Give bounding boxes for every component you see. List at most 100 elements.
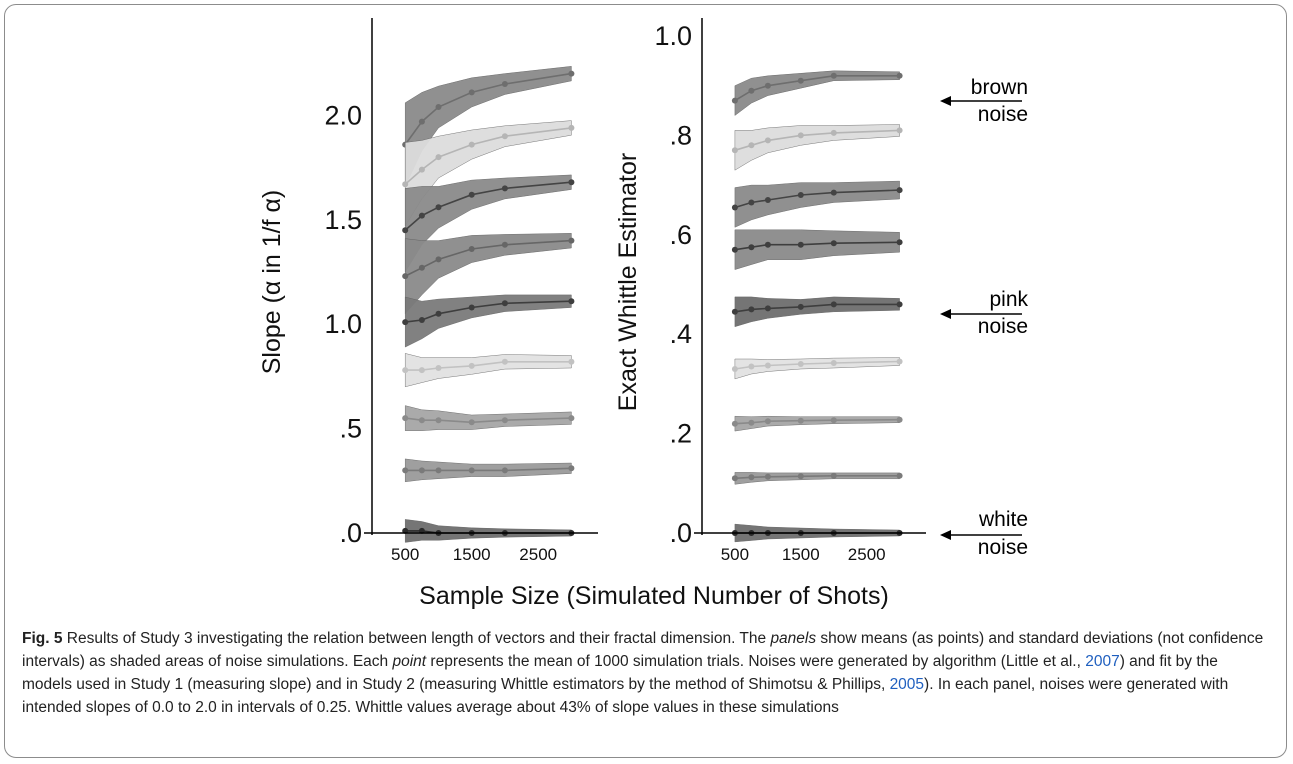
x-tick-label-0: 500: [391, 545, 419, 564]
sd-band-series-4: [734, 296, 900, 327]
y-tick-label-3: .6: [669, 220, 692, 250]
mean-point-series-5-5: [896, 358, 903, 365]
brown-noise-label-1: brown: [971, 76, 1028, 99]
mean-point-series-0-3: [468, 89, 475, 96]
y-tick-label-2: .4: [669, 319, 692, 349]
mean-point-series-4-0: [731, 308, 738, 315]
sd-band-series-5: [405, 353, 572, 388]
mean-point-series-5-0: [731, 366, 738, 372]
y-tick-label-0: .0: [669, 518, 692, 548]
y-tick-label-3: 1.5: [324, 205, 362, 235]
mean-point-series-7-2: [435, 467, 442, 474]
mean-point-series-6-4: [830, 417, 837, 424]
y-tick-label-2: 1.0: [324, 309, 362, 339]
mean-point-series-3-4: [501, 241, 508, 248]
mean-point-series-3-2: [764, 241, 771, 248]
mean-point-series-2-5: [568, 179, 575, 186]
brown-noise-arrowhead: [940, 96, 951, 106]
noise-annotations: brown noise pink noise white noise: [940, 76, 1028, 559]
mean-point-series-4-3: [468, 304, 475, 311]
caption-text-5: ). In each panel, noises were generated …: [22, 676, 1229, 716]
mean-point-series-0-5: [896, 72, 903, 79]
mean-point-series-3-1: [418, 264, 425, 271]
mean-point-series-1-5: [896, 127, 903, 134]
mean-point-series-3-0: [402, 273, 409, 280]
mean-point-series-0-4: [830, 72, 837, 79]
mean-point-series-2-0: [731, 204, 738, 211]
caption-emphasis-point: point: [392, 653, 427, 670]
mean-point-series-0-1: [748, 87, 755, 94]
y-axis-title: Slope (α in 1/f α): [258, 190, 286, 375]
mean-point-series-1-3: [797, 132, 804, 139]
y-tick-label-4: 2.0: [324, 100, 362, 130]
shared-x-axis-title: Sample Size (Simulated Number of Shots): [419, 582, 889, 610]
sd-band-series-6: [734, 415, 900, 432]
mean-point-series-4-1: [748, 306, 755, 313]
mean-point-series-6-4: [501, 417, 508, 424]
mean-point-series-0-5: [568, 70, 575, 77]
mean-point-series-2-2: [764, 197, 771, 203]
caption-text-4: ) and fit by the models used in Study 1 …: [22, 653, 1218, 693]
mean-point-series-4-4: [501, 300, 508, 307]
white-noise-label-1: white: [978, 508, 1028, 531]
mean-point-series-6-3: [797, 417, 804, 424]
mean-point-series-3-0: [731, 246, 738, 253]
mean-point-series-1-0: [402, 181, 409, 188]
mean-point-series-5-3: [797, 361, 804, 367]
sd-band-series-3: [734, 229, 900, 270]
x-tick-label-0: 500: [721, 545, 749, 564]
mean-point-series-2-3: [797, 192, 804, 198]
x-tick-label-1: 1500: [453, 545, 491, 564]
mean-point-series-1-1: [418, 166, 425, 173]
mean-point-series-1-0: [731, 147, 738, 154]
mean-point-series-7-4: [501, 467, 508, 474]
caption-figure-label: Fig. 5: [22, 630, 63, 647]
x-tick-label-1: 1500: [782, 545, 820, 564]
figure-frame: [4, 4, 1287, 758]
caption-reference-link-2007[interactable]: 2007: [1085, 653, 1120, 670]
mean-point-series-7-0: [731, 475, 738, 482]
mean-point-series-6-0: [402, 415, 409, 422]
mean-point-series-2-0: [402, 227, 409, 234]
pink-noise-label-2: noise: [978, 315, 1028, 338]
mean-point-series-5-1: [748, 363, 755, 370]
y-tick-label-0: .0: [339, 518, 362, 548]
mean-point-series-1-4: [501, 133, 508, 140]
mean-point-series-2-2: [435, 204, 442, 211]
mean-point-series-2-3: [468, 191, 475, 198]
white-noise-label-2: noise: [978, 536, 1028, 559]
sd-band-series-6: [405, 405, 572, 431]
mean-point-series-3-2: [435, 256, 442, 263]
mean-point-series-5-0: [402, 367, 409, 374]
caption-text-3: represents the mean of 1000 simulation t…: [426, 653, 1086, 670]
y-tick-label-1: .2: [669, 419, 692, 449]
mean-point-series-3-4: [830, 240, 837, 247]
mean-point-series-5-2: [435, 365, 442, 371]
sd-band-series-7: [734, 472, 900, 485]
sd-band-series-4: [405, 294, 572, 348]
mean-line-series-2: [404, 181, 572, 231]
mean-point-series-5-4: [501, 358, 508, 365]
mean-point-series-7-0: [402, 467, 409, 474]
mean-point-series-6-1: [418, 417, 425, 424]
mean-point-series-1-1: [748, 142, 755, 149]
whittle-panel: .0 .2 .4 .6 .8 1.0 500 1500 2500 Exact Whittle Es…: [614, 18, 926, 564]
mean-point-series-7-5: [896, 472, 903, 479]
mean-point-series-5-5: [568, 358, 575, 365]
mean-point-series-5-4: [830, 360, 837, 366]
mean-point-series-0-3: [797, 77, 804, 84]
sd-band-series-1: [734, 124, 900, 171]
caption-reference-link-2005[interactable]: 2005: [889, 676, 925, 693]
mean-point-series-1-2: [764, 137, 771, 144]
mean-point-series-5-3: [468, 362, 475, 369]
mean-point-series-4-4: [830, 301, 837, 308]
sd-band-series-0: [734, 70, 900, 116]
mean-point-series-6-2: [764, 418, 771, 425]
brown-noise-label-2: noise: [978, 103, 1028, 126]
mean-point-series-0-1: [418, 118, 425, 125]
mean-point-series-0-4: [501, 81, 508, 87]
sd-band-series-3: [405, 233, 572, 315]
mean-point-series-0-2: [764, 82, 771, 89]
mean-point-series-4-5: [896, 301, 903, 308]
